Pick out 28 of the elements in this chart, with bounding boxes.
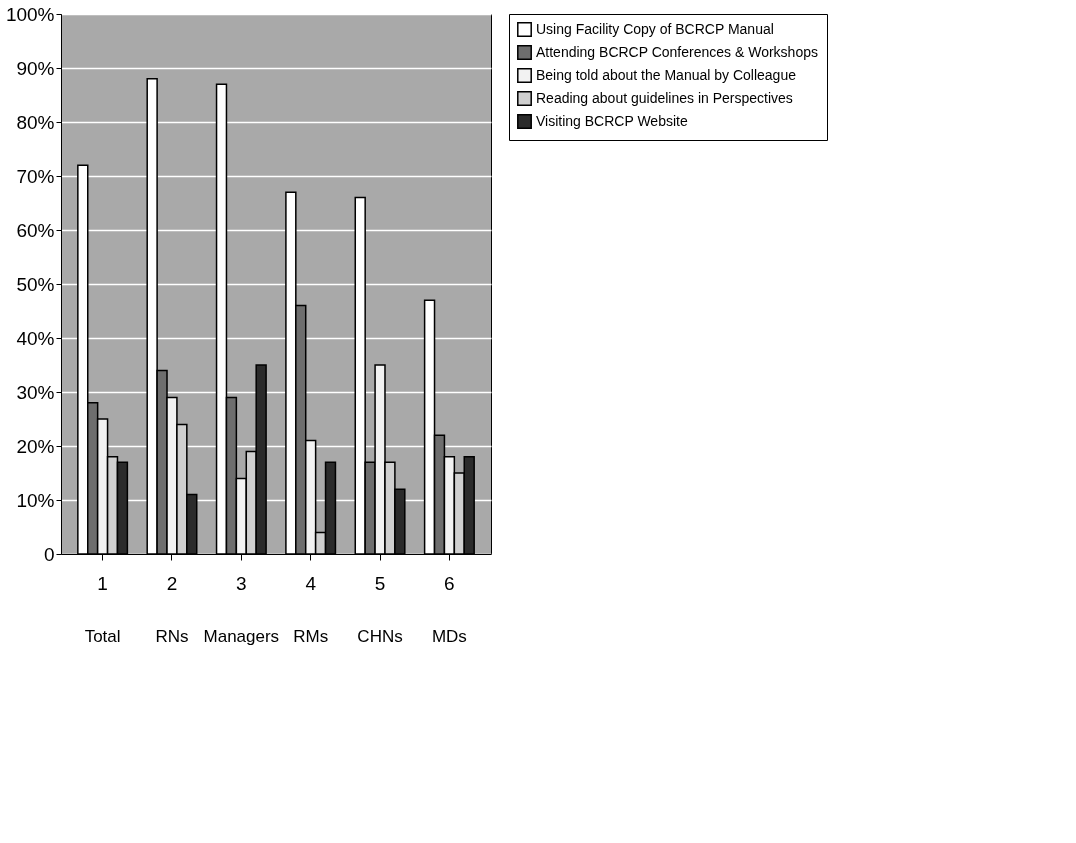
legend-label: Being told about the Manual by Colleague: [536, 66, 797, 83]
x-tick-label: 6: [444, 572, 455, 594]
text: Total: [84, 627, 121, 646]
legend-label: Attending BCRCP Conferences & Workshops: [536, 43, 818, 60]
x-tick-label: 4: [305, 572, 317, 594]
legend-label: Reading about guidelines in Perspectives: [536, 89, 793, 106]
y-tick-label: 20%: [16, 435, 55, 457]
x-tick-label: 3: [236, 572, 247, 594]
y-tick-label: 50%: [16, 273, 55, 295]
y-tick-label: 0: [43, 543, 55, 565]
text: RNs: [155, 627, 189, 646]
text: RMs: [293, 627, 329, 646]
text: Managers: [203, 627, 280, 646]
x-tick-label: 2: [166, 572, 178, 594]
x-tick-label: 1: [97, 572, 108, 594]
y-tick-label: 30%: [16, 381, 55, 403]
legend-label: Visiting BCRCP Website: [536, 112, 688, 129]
text: MDs: [431, 627, 467, 646]
legend-label: Using Facility Copy of BCRCP Manual: [536, 20, 774, 37]
y-tick-label: 10%: [16, 489, 55, 511]
y-tick-label: 70%: [16, 165, 55, 187]
y-tick-label: 40%: [16, 327, 55, 349]
y-tick-label: 100%: [5, 3, 55, 25]
y-tick-label: 80%: [16, 111, 55, 133]
x-tick-label: 5: [374, 572, 386, 594]
y-tick-label: 90%: [16, 57, 55, 79]
text: CHNs: [357, 627, 403, 646]
y-tick-label: 60%: [16, 219, 55, 241]
